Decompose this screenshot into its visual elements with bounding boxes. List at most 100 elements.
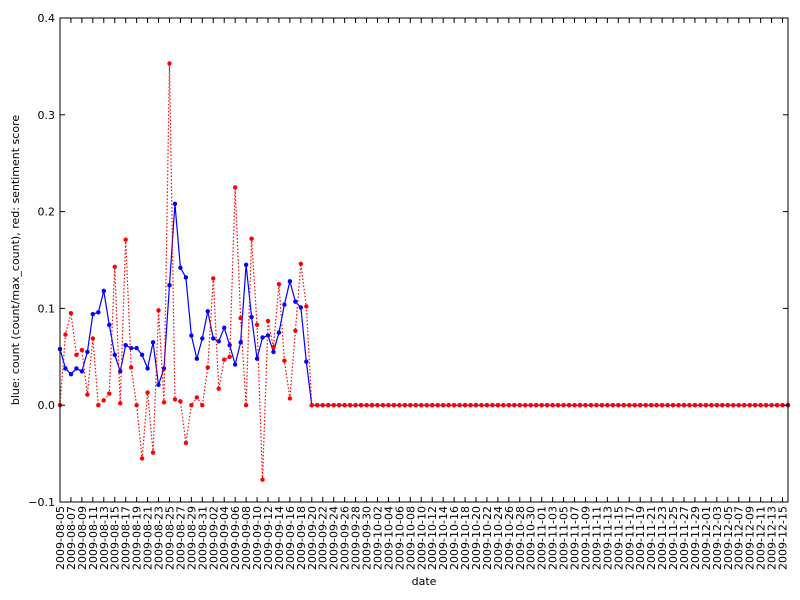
x-tick-label: 2009-10-24 xyxy=(492,506,505,570)
series-2-point xyxy=(692,403,698,408)
series-2-point xyxy=(375,403,380,408)
series-1-point xyxy=(112,352,117,358)
x-tick-label: 2009-08-15 xyxy=(109,506,122,570)
series-2-point xyxy=(336,403,342,408)
series-layer xyxy=(57,61,791,482)
series-2-point xyxy=(698,403,703,408)
series-2-point xyxy=(243,403,249,408)
series-1-point xyxy=(101,288,106,294)
series-2-point xyxy=(150,450,156,455)
series-1-point xyxy=(260,335,265,340)
series-2-point xyxy=(161,400,167,405)
series-2-point xyxy=(183,440,189,446)
y-tick-label: 0.1 xyxy=(38,302,56,315)
series-2-point xyxy=(342,403,347,408)
series-2-point xyxy=(216,386,221,391)
x-tick-label: 2009-11-03 xyxy=(547,506,560,570)
series-2-point xyxy=(534,403,539,408)
series-1-point xyxy=(200,336,205,341)
series-2-point xyxy=(260,477,265,482)
x-tick-label: 2009-08-07 xyxy=(65,506,78,570)
series-1-point xyxy=(150,340,156,345)
series-2-point xyxy=(501,403,506,408)
x-tick-label: 2009-11-09 xyxy=(579,506,592,570)
x-axis: 2009-08-052009-08-072009-08-092009-08-11… xyxy=(54,18,790,570)
series-2-point xyxy=(610,403,616,408)
series-2-point xyxy=(222,357,227,362)
series-2-point xyxy=(419,403,424,408)
series-2-point xyxy=(85,392,90,397)
series-2-point xyxy=(544,403,550,408)
x-tick-label: 2009-08-17 xyxy=(120,506,133,570)
series-2-point xyxy=(725,403,730,408)
series-2-point xyxy=(172,397,178,402)
series-2-point xyxy=(424,403,429,408)
series-2-point xyxy=(298,261,304,267)
x-tick-label: 2009-08-25 xyxy=(163,506,176,570)
series-2-point xyxy=(227,354,232,359)
x-tick-label: 2009-09-22 xyxy=(317,506,330,570)
series-2-point xyxy=(178,399,183,404)
series-2-point xyxy=(479,403,484,408)
x-tick-label: 2009-08-13 xyxy=(98,506,111,570)
series-1-point xyxy=(287,279,293,284)
series-2-line xyxy=(59,63,788,480)
x-tick-label: 2009-08-21 xyxy=(142,506,155,570)
y-tick-label: −0.1 xyxy=(28,496,55,509)
series-2-point xyxy=(331,403,336,408)
series-2-point xyxy=(566,403,572,408)
series-2-point xyxy=(386,403,391,408)
x-tick-label: 2009-09-02 xyxy=(207,506,220,570)
x-tick-label: 2009-09-20 xyxy=(306,506,319,570)
series-2-point xyxy=(742,403,747,408)
y-tick-label: 0.3 xyxy=(38,109,56,122)
series-2-point xyxy=(632,403,637,408)
y-tick-label: 0.0 xyxy=(38,399,56,412)
x-tick-label: 2009-08-27 xyxy=(174,506,187,570)
x-tick-label: 2009-12-09 xyxy=(744,506,757,570)
x-tick-label: 2009-10-30 xyxy=(525,506,538,570)
series-2-point xyxy=(79,347,85,353)
x-tick-label: 2009-09-08 xyxy=(240,506,253,570)
x-tick-label: 2009-11-29 xyxy=(689,506,702,570)
x-tick-label: 2009-10-20 xyxy=(470,506,483,570)
series-2-point xyxy=(769,403,774,408)
series-1-point xyxy=(156,382,161,388)
series-1-point xyxy=(96,310,101,315)
series-2-point xyxy=(659,403,665,408)
series-2-point xyxy=(309,403,314,408)
x-tick-label: 2009-09-06 xyxy=(229,506,242,570)
x-tick-label: 2009-09-14 xyxy=(273,506,286,570)
x-tick-label: 2009-09-28 xyxy=(350,506,363,570)
series-2-point xyxy=(758,403,763,408)
series-2-point xyxy=(358,403,364,408)
series-1-point xyxy=(90,312,96,317)
series-2-point xyxy=(293,328,298,333)
series-2-point xyxy=(397,403,402,408)
series-1-point xyxy=(189,333,194,338)
x-tick-label: 2009-11-17 xyxy=(623,506,636,570)
series-1-point xyxy=(145,366,150,371)
x-tick-label: 2009-10-22 xyxy=(481,506,494,570)
plot-area-frame xyxy=(59,17,789,503)
series-2-point xyxy=(774,403,780,408)
series-2-point xyxy=(561,403,566,408)
series-2-point xyxy=(68,311,74,316)
series-2-point xyxy=(720,403,725,408)
x-tick-label: 2009-11-05 xyxy=(558,506,571,570)
x-tick-label: 2009-11-15 xyxy=(612,506,625,570)
series-2-point xyxy=(276,282,282,287)
series-1-point xyxy=(167,282,172,288)
x-tick-label: 2009-10-14 xyxy=(437,506,450,570)
series-1-point xyxy=(85,349,90,355)
series-2-point xyxy=(731,403,736,408)
series-1-point xyxy=(172,201,178,207)
series-2-point xyxy=(364,403,369,408)
x-tick-label: 2009-09-10 xyxy=(251,506,264,570)
series-2-point xyxy=(621,403,626,408)
series-2-point xyxy=(599,403,605,408)
series-2-point xyxy=(763,403,769,408)
series-2-point xyxy=(484,403,490,408)
series-2-point xyxy=(588,403,594,408)
